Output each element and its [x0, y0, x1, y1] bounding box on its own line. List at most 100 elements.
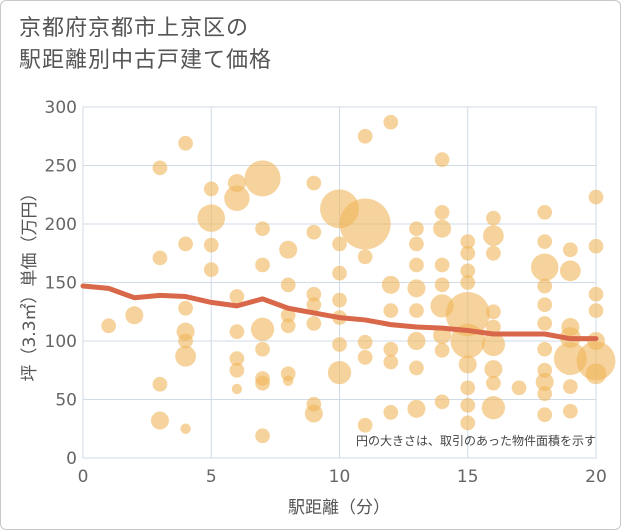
bubble-point — [306, 286, 322, 302]
bubble-point — [255, 375, 270, 391]
y-tick-label: 150 — [45, 274, 77, 294]
bubble-point — [460, 275, 476, 290]
bubble-point — [357, 128, 373, 144]
bubble-point — [537, 407, 553, 423]
x-tick-label: 5 — [206, 467, 217, 487]
bubble-point — [434, 257, 450, 273]
chart-title-line-2: 駅距離別中古戸建て価格 — [19, 48, 273, 73]
bubble-point — [203, 237, 219, 253]
bubble-point — [407, 331, 426, 351]
bubble-point — [150, 411, 169, 430]
y-tick-label: 300 — [45, 98, 77, 118]
bubble-point — [434, 277, 450, 293]
bubble-point — [332, 337, 347, 352]
bubble-point — [460, 245, 476, 261]
bubble-point — [562, 242, 578, 258]
bubble-layer — [101, 114, 616, 444]
bubble-point — [458, 355, 477, 374]
bubble-point — [460, 397, 476, 413]
bubble-point — [229, 362, 245, 378]
bubble-point — [306, 316, 322, 331]
bubble-point — [280, 277, 296, 293]
bubble-point — [588, 189, 604, 205]
bubble-point — [537, 316, 553, 331]
bubble-point — [231, 383, 243, 395]
bubble-point — [585, 363, 607, 385]
bubble-point — [460, 234, 476, 249]
y-tick-label: 100 — [45, 332, 77, 352]
bubble-point — [357, 249, 373, 265]
x-tick-label: 0 — [78, 467, 89, 487]
bubble-point — [152, 376, 168, 392]
y-tick-labels: 0 50 100 150 200 250 300 — [45, 98, 77, 469]
bubble-point — [255, 221, 270, 237]
bubble-point — [481, 396, 506, 420]
bubble-point — [279, 240, 298, 259]
y-tick-label: 0 — [66, 449, 77, 469]
bubble-point — [178, 300, 193, 316]
x-tick-label: 15 — [457, 467, 479, 487]
chart-title: 京都府京都市上京区の 駅距離別中古戸建て価格 — [19, 13, 272, 77]
x-tick-label: 10 — [329, 467, 351, 487]
bubble-point — [197, 204, 226, 232]
bubble-point — [481, 332, 506, 357]
bubble-point — [357, 417, 373, 433]
bubble-point — [535, 372, 554, 391]
bubble-point — [530, 253, 559, 282]
bubble-point — [486, 245, 501, 261]
bubble-point — [484, 360, 503, 379]
bubble-point — [383, 341, 399, 357]
bubble-point — [383, 114, 399, 130]
bubble-point — [255, 257, 270, 273]
bubble-point — [229, 351, 245, 366]
bubble-point — [460, 415, 476, 431]
bubble-point — [255, 341, 270, 357]
bubble-point — [559, 260, 581, 282]
bubble-point — [101, 318, 117, 334]
bubble-point — [175, 345, 197, 367]
bubble-point — [483, 225, 504, 247]
y-tick-label: 50 — [55, 391, 77, 411]
bubble-point — [178, 333, 193, 349]
bubble-point — [537, 341, 553, 357]
bubble-point — [562, 403, 578, 419]
bubble-point — [486, 319, 501, 335]
bubble-point — [486, 210, 501, 226]
bubble-point — [255, 428, 270, 444]
bubble-point — [306, 224, 322, 240]
bubble-point — [339, 198, 391, 250]
bubble-point — [445, 292, 490, 337]
bubble-point — [486, 375, 501, 391]
bubble-point — [588, 303, 604, 318]
bubble-point — [407, 399, 426, 418]
x-tick-labels: 0 5 10 15 20 — [78, 467, 607, 487]
bubble-point — [332, 236, 347, 252]
chart-title-line-1: 京都府京都市上京区の — [19, 16, 250, 41]
bubble-point — [537, 278, 553, 294]
bubble-point — [152, 250, 168, 266]
bubble-point — [280, 307, 296, 323]
bubble-point — [409, 236, 424, 252]
bubble-point — [383, 405, 399, 420]
bubble-point — [244, 160, 281, 197]
y-tick-label: 250 — [45, 157, 77, 177]
bubble-point — [152, 160, 168, 176]
bubble-point — [306, 175, 322, 191]
y-tick-label: 200 — [45, 215, 77, 235]
bubble-point — [434, 204, 450, 220]
bubble-point — [588, 286, 604, 302]
bubble-point — [203, 181, 219, 197]
x-axis-title: 駅距離（分） — [288, 498, 390, 518]
bubble-point — [304, 404, 323, 423]
bubble-point — [357, 334, 373, 350]
bubble-point — [434, 394, 450, 410]
bubble-point — [381, 275, 400, 294]
bubble-point — [434, 343, 450, 358]
bubble-point — [125, 306, 144, 325]
bubble-point — [327, 360, 352, 385]
bubble-point — [383, 303, 399, 318]
bubble-point — [383, 354, 399, 370]
bubble-point — [434, 152, 450, 168]
